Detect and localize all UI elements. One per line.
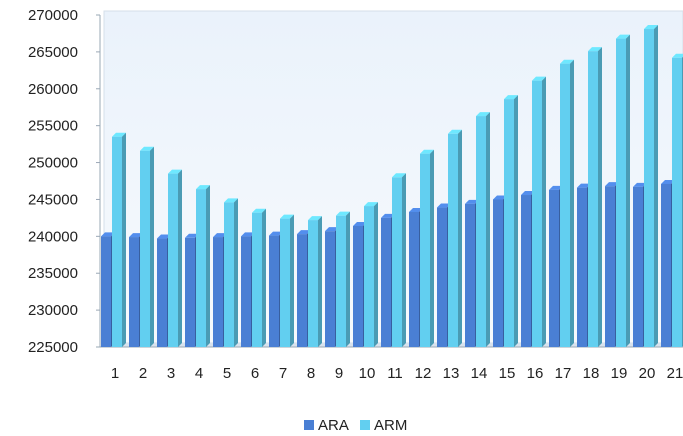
legend-label: ARA [318,417,349,434]
bar-arm [644,25,658,347]
x-tick-label: 19 [611,365,628,382]
y-tick-label: 255000 [28,118,78,135]
x-tick-label: 1 [111,365,119,382]
bar-arm [168,169,182,347]
x-tick-label: 9 [335,365,343,382]
legend-label: ARM [374,417,407,434]
bar-arm [448,129,462,347]
y-axis: 225000 230000 235000 240000 245000 250000 2550… [28,7,683,356]
x-tick-label: 15 [499,365,516,382]
x-tick-label: 7 [279,365,287,382]
bar-arm [476,112,490,347]
x-tick-label: 16 [527,365,544,382]
bar-arm [504,95,518,348]
x-tick-label: 13 [443,365,460,382]
bar-arm [532,76,546,347]
bar-arm [140,146,154,347]
x-tick-label: 10 [359,365,376,382]
legend-swatch [304,420,314,430]
bar-arm [308,216,322,347]
x-tick-label: 5 [223,365,231,382]
y-tick-label: 240000 [28,228,78,245]
bar-arm [224,198,238,347]
bar-arm [672,53,683,348]
x-tick-label: 21 [667,365,683,382]
x-tick-label: 6 [251,365,259,382]
y-tick-label: 235000 [28,265,78,282]
legend-item-arm: ARM [360,417,407,434]
legend-swatch [360,420,370,430]
x-tick-label: 18 [583,365,600,382]
x-axis: 1 2 3 4 5 6 7 8 9 10 11 12 13 14 15 16 17 18 19 20 21 [111,365,683,382]
x-tick-label: 11 [387,365,403,382]
y-tick-label: 250000 [28,155,78,172]
x-tick-label: 8 [307,365,315,382]
y-tick-label: 225000 [28,339,78,356]
bar-arm [280,214,294,347]
y-tick-label: 260000 [28,81,78,98]
x-tick-label: 17 [555,365,572,382]
bar-arm [588,47,602,347]
bars [101,25,683,348]
bar-arm [196,185,210,347]
y-tick-label: 265000 [28,44,78,61]
legend: ARA ARM [304,417,407,434]
bar-arm [560,59,574,348]
legend-item-ara: ARA [304,417,349,434]
x-tick-label: 14 [471,365,488,382]
x-tick-label: 3 [167,365,175,382]
y-tick-label: 245000 [28,191,78,208]
bar-arm [252,208,266,347]
bar-arm [364,202,378,347]
bar-arm [420,149,434,347]
y-tick-label: 230000 [28,302,78,319]
bar-arm [336,211,350,347]
x-tick-label: 12 [415,365,432,382]
y-tick-label: 270000 [28,7,78,24]
x-tick-label: 20 [639,365,656,382]
x-tick-label: 2 [139,365,147,382]
bar-arm [616,34,630,348]
bar-arm [112,132,126,347]
bar-arm [392,173,406,347]
x-tick-label: 4 [195,365,203,382]
